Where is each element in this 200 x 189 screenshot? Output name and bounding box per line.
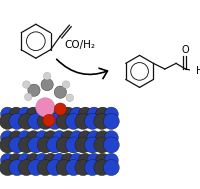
Circle shape	[0, 107, 15, 121]
Circle shape	[9, 107, 23, 121]
Circle shape	[56, 160, 72, 176]
Circle shape	[84, 137, 100, 153]
Circle shape	[93, 113, 109, 129]
Circle shape	[103, 113, 119, 129]
Circle shape	[104, 107, 118, 121]
Circle shape	[69, 153, 83, 167]
Circle shape	[84, 113, 100, 129]
Circle shape	[61, 131, 75, 145]
Circle shape	[84, 160, 100, 176]
Circle shape	[18, 137, 34, 153]
Circle shape	[43, 72, 51, 80]
Circle shape	[75, 113, 91, 129]
Circle shape	[0, 113, 15, 129]
Circle shape	[52, 131, 66, 145]
Text: CO/H₂: CO/H₂	[64, 40, 95, 50]
Circle shape	[86, 131, 101, 145]
Circle shape	[86, 153, 101, 167]
Circle shape	[95, 131, 109, 145]
Circle shape	[75, 137, 91, 153]
Circle shape	[23, 81, 30, 88]
Circle shape	[95, 153, 109, 167]
Circle shape	[35, 107, 49, 121]
Circle shape	[9, 131, 23, 145]
Circle shape	[35, 131, 49, 145]
Circle shape	[28, 84, 40, 96]
Circle shape	[0, 160, 15, 176]
Circle shape	[9, 113, 25, 129]
Circle shape	[26, 153, 40, 167]
Circle shape	[69, 107, 83, 121]
Circle shape	[61, 153, 75, 167]
Circle shape	[43, 114, 55, 127]
Circle shape	[0, 131, 15, 145]
Circle shape	[36, 98, 54, 117]
Circle shape	[75, 160, 91, 176]
Circle shape	[18, 153, 32, 167]
Circle shape	[56, 113, 72, 129]
Circle shape	[52, 107, 66, 121]
Circle shape	[41, 78, 53, 91]
Circle shape	[37, 113, 53, 129]
Circle shape	[9, 137, 25, 153]
Circle shape	[65, 137, 81, 153]
Circle shape	[65, 160, 81, 176]
Circle shape	[62, 81, 69, 88]
Circle shape	[65, 113, 81, 129]
Circle shape	[28, 160, 44, 176]
Circle shape	[56, 137, 72, 153]
Circle shape	[93, 160, 109, 176]
Circle shape	[18, 131, 32, 145]
Text: H: H	[195, 66, 200, 76]
Circle shape	[0, 137, 15, 153]
Circle shape	[54, 103, 66, 115]
Circle shape	[35, 153, 49, 167]
Circle shape	[18, 107, 32, 121]
Circle shape	[52, 153, 66, 167]
Circle shape	[103, 137, 119, 153]
Circle shape	[0, 153, 15, 167]
Circle shape	[95, 107, 109, 121]
Circle shape	[43, 131, 58, 145]
Circle shape	[9, 153, 23, 167]
Circle shape	[43, 153, 58, 167]
Circle shape	[46, 160, 62, 176]
Circle shape	[104, 131, 118, 145]
Circle shape	[78, 107, 92, 121]
Circle shape	[46, 137, 62, 153]
Circle shape	[104, 153, 118, 167]
FancyArrowPatch shape	[56, 59, 107, 79]
Circle shape	[18, 113, 34, 129]
Circle shape	[9, 160, 25, 176]
Circle shape	[61, 107, 75, 121]
Text: O: O	[181, 45, 188, 55]
Circle shape	[26, 131, 40, 145]
Circle shape	[93, 137, 109, 153]
Circle shape	[24, 93, 32, 101]
Circle shape	[78, 153, 92, 167]
Circle shape	[46, 113, 62, 129]
Circle shape	[28, 113, 44, 129]
Circle shape	[69, 131, 83, 145]
Circle shape	[37, 160, 53, 176]
Circle shape	[103, 160, 119, 176]
Circle shape	[37, 137, 53, 153]
Circle shape	[26, 107, 40, 121]
Circle shape	[78, 131, 92, 145]
Circle shape	[54, 86, 66, 98]
Circle shape	[66, 94, 73, 101]
Circle shape	[43, 107, 58, 121]
Circle shape	[28, 137, 44, 153]
Circle shape	[86, 107, 101, 121]
Circle shape	[18, 160, 34, 176]
